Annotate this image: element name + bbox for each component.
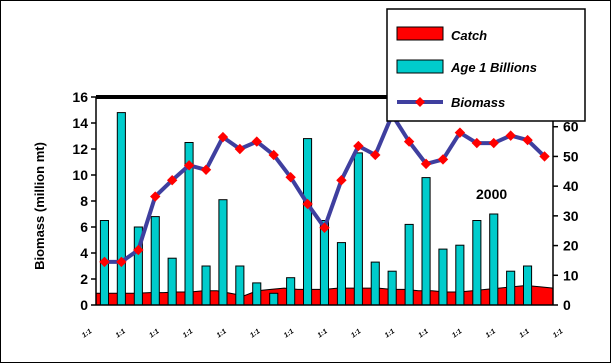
biomass-point-8 [234, 143, 246, 155]
left-tick-label-7: 14 [72, 115, 88, 131]
biomass-point-22 [471, 137, 483, 149]
right-tick-label-1: 10 [563, 267, 579, 283]
biomass-point-0 [99, 256, 110, 268]
age1-bar-22 [472, 220, 482, 306]
biomass-point-12 [302, 198, 313, 210]
age1-bar-19 [421, 177, 431, 306]
legend-marker-biomass [415, 97, 425, 107]
age1-bar-25 [523, 265, 533, 306]
age1-bar-13 [319, 220, 329, 306]
x-tick-label-6: 1:1 [283, 328, 295, 340]
biomass-point-13 [319, 222, 330, 233]
age1-bar-1 [116, 112, 126, 306]
biomass-point-9 [251, 136, 263, 147]
biomass-point-14 [336, 174, 347, 186]
biomass-point-1 [116, 256, 127, 268]
biomass-point-20 [437, 154, 449, 165]
biomass-point-18 [403, 136, 415, 147]
x-tick-label-3: 1:1 [182, 328, 194, 340]
legend-swatch-age1 [396, 59, 444, 74]
right-tick-label-3: 30 [563, 208, 579, 224]
legend-label-age1: Age 1 Billions [450, 60, 537, 75]
age1-bar-15 [353, 152, 363, 306]
biomass-point-6 [200, 164, 212, 176]
legend-label-catch: Catch [451, 28, 487, 43]
right-tick-label-6: 60 [563, 119, 579, 135]
annotation-2000: 2000 [476, 186, 507, 202]
legend: Catch Age 1 Billions Biomass [386, 8, 586, 122]
left-tick-label-1: 2 [80, 271, 88, 287]
x-tick-label-2: 1:1 [148, 328, 160, 340]
age1-bar-20 [438, 248, 448, 306]
x-tick-label-14: 1:1 [552, 328, 564, 340]
left-tick-label-4: 8 [80, 193, 88, 209]
biomass-point-4 [166, 174, 178, 186]
age1-bar-9 [252, 282, 262, 306]
left-tick-label-0: 0 [80, 297, 88, 313]
biomass-point-25 [522, 134, 533, 146]
age1-bar-23 [489, 213, 499, 306]
age1-bar-8 [235, 265, 245, 306]
age1-bar-16 [370, 261, 380, 306]
x-tick-label-8: 1:1 [350, 328, 362, 340]
x-tick-label-12: 1:1 [485, 328, 497, 340]
biomass-point-3 [150, 191, 161, 202]
age1-bar-17 [387, 270, 397, 306]
left-tick-label-8: 16 [72, 89, 88, 105]
age1-bar-4 [167, 257, 177, 306]
biomass-point-19 [420, 158, 432, 170]
biomass-point-15 [353, 140, 364, 152]
x-tick-label-1: 1:1 [115, 328, 127, 340]
biomass-point-23 [488, 137, 499, 149]
biomass-point-7 [217, 131, 229, 143]
age1-bar-6 [201, 265, 211, 306]
biomass-point-21 [454, 127, 466, 138]
age1-bar-24 [506, 270, 516, 306]
biomass-point-24 [505, 130, 516, 141]
age1-bar-12 [303, 138, 313, 306]
x-tick-label-4: 1:1 [216, 328, 228, 340]
legend-label-biomass: Biomass [451, 95, 505, 110]
age1-bar-18 [404, 223, 414, 306]
right-tick-label-0: 0 [563, 297, 571, 313]
legend-swatch-catch [396, 26, 444, 41]
x-tick-label-7: 1:1 [316, 328, 328, 340]
age1-bar-11 [286, 277, 296, 306]
x-tick-label-10: 1:1 [417, 328, 429, 340]
x-tick-label-0: 1:1 [81, 328, 93, 340]
x-tick-label-11: 1:1 [451, 328, 463, 340]
right-tick-label-4: 40 [563, 178, 579, 194]
age1-bar-14 [336, 242, 346, 306]
x-tick-label-5: 1:1 [249, 328, 261, 340]
age1-bar-7 [218, 199, 228, 306]
y-axis-label: Biomass (million mt) [32, 142, 47, 270]
left-tick-label-5: 10 [72, 167, 88, 183]
age1-bar-21 [455, 244, 465, 306]
biomass-point-16 [370, 149, 381, 161]
left-tick-label-6: 12 [72, 141, 88, 157]
age1-bar-10 [269, 292, 279, 306]
biomass-point-11 [285, 172, 296, 183]
biomass-point-10 [268, 149, 279, 161]
right-tick-label-5: 50 [563, 148, 579, 164]
biomass-point-5 [183, 160, 195, 171]
x-tick-label-13: 1:1 [518, 328, 530, 340]
left-tick-label-2: 4 [80, 245, 88, 261]
right-tick-label-2: 20 [563, 238, 579, 254]
age1-bar-3 [150, 216, 160, 306]
biomass-point-2 [133, 244, 144, 256]
biomass-point-26 [539, 151, 550, 162]
left-tick-label-3: 6 [80, 219, 88, 235]
x-tick-label-9: 1:1 [384, 328, 396, 340]
